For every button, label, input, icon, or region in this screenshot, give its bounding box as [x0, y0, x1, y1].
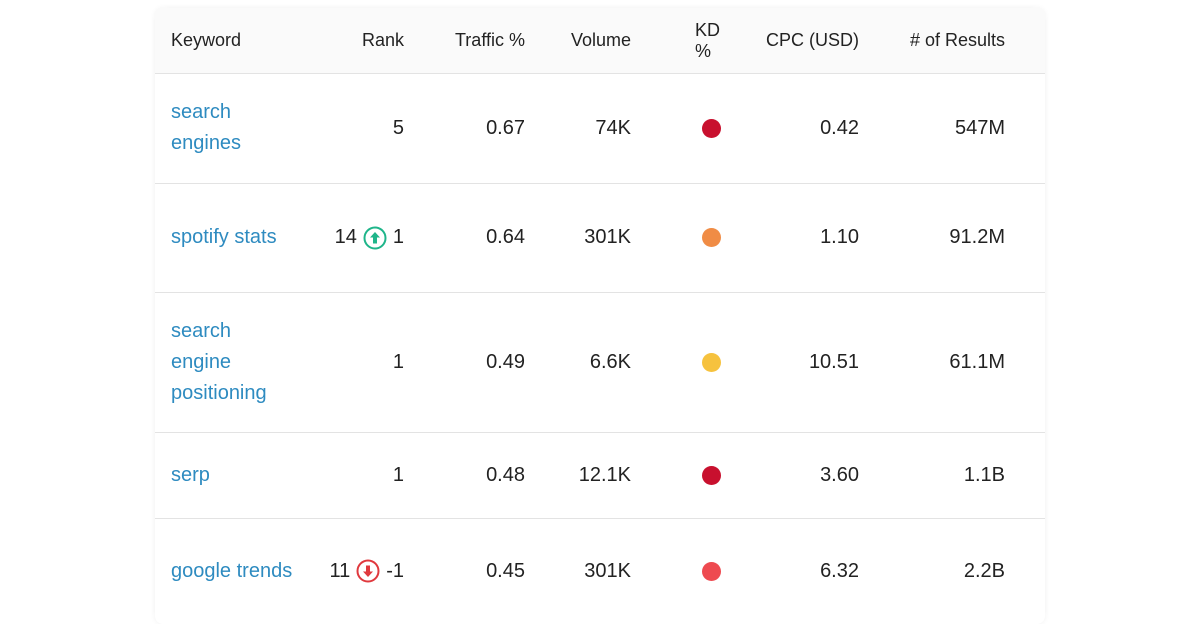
kd-cell [695, 518, 727, 624]
table-row: google trends 11 -1 0.45 301K 6.32 2.2B [155, 518, 1045, 624]
rank-down-icon [356, 559, 380, 583]
table-row: serp 1 0.48 12.1K 3.60 1.1B [155, 432, 1045, 519]
keyword-table: Keyword Rank Traffic % Volume KD % CPC (USD) #… [155, 8, 1045, 624]
rank: 11 [329, 559, 351, 582]
rank-change: 1 [392, 226, 404, 248]
column-header: # of Results [909, 30, 1005, 50]
traffic-cell: 0.49 [486, 350, 525, 373]
table-row: search engine positioning 1 0.49 6.6K 10.51 6… [155, 292, 1045, 433]
volume-cell: 74K [595, 116, 631, 139]
kd-cell [695, 432, 727, 518]
keyword-link[interactable]: search engine positioning [171, 319, 267, 404]
column-header: Volume [570, 30, 631, 50]
volume-cell: 12.1K [578, 463, 631, 486]
rank-wrap: 14 1 [335, 226, 404, 250]
traffic-cell: 0.45 [486, 559, 525, 582]
rank: 1 [392, 350, 404, 373]
results-cell: 91.2M [949, 226, 1005, 248]
keyword-link[interactable]: search engines [171, 101, 242, 154]
cpc-cell: 3.60 [820, 463, 859, 486]
keyword-cell: search engine positioning [171, 292, 311, 432]
kd-dot [701, 352, 721, 372]
rank-wrap: 1 [393, 464, 404, 487]
results-cell: 61.1M [949, 350, 1005, 373]
kd-dot [701, 118, 721, 138]
column-header: Rank [361, 30, 404, 50]
traffic-cell: 0.48 [486, 463, 525, 486]
keyword-cell: search engines [171, 73, 311, 183]
keyword-link[interactable]: serp [171, 463, 210, 486]
keyword-link[interactable]: google trends [171, 559, 293, 582]
results-cell: 2.2B [963, 559, 1005, 582]
rank-wrap: 11 -1 [329, 559, 404, 583]
results-cell: 547M [954, 116, 1005, 139]
results-cell: 1.1B [963, 463, 1005, 486]
column-header: Keyword [171, 30, 242, 50]
table-row: search engines 5 0.67 74K 0.42 547M [155, 73, 1045, 184]
kd-dot [701, 561, 721, 581]
rank-cell: 5 [315, 73, 404, 183]
cpc-cell: 1.10 [820, 226, 859, 248]
kd-cell [695, 73, 727, 183]
rank-cell: 1 [315, 292, 404, 432]
keyword-cell: google trends [171, 518, 311, 624]
volume-cell: 6.6K [589, 350, 631, 373]
volume-cell: 301K [584, 559, 631, 582]
rank: 5 [392, 116, 404, 139]
cpc-cell: 10.51 [808, 350, 859, 373]
column-header: KD % [695, 19, 721, 61]
rank-wrap: 1 [393, 351, 404, 374]
keyword-cell: spotify stats [171, 183, 311, 292]
column-header: CPC (USD) [766, 30, 859, 50]
kd-cell [695, 183, 727, 292]
cpc-cell: 6.32 [820, 559, 859, 582]
keyword-cell: serp [171, 432, 311, 518]
kd-cell [695, 292, 727, 432]
column-header: Traffic % [454, 30, 525, 50]
rank: 14 [334, 226, 357, 248]
rank-cell: 11 -1 [315, 518, 404, 624]
traffic-cell: 0.67 [486, 116, 525, 139]
header-row: Keyword Rank Traffic % Volume KD % CPC (USD) #… [155, 8, 1045, 74]
traffic-cell: 0.64 [486, 226, 525, 248]
keyword-link[interactable]: spotify stats [171, 226, 277, 248]
rank-change: -1 [386, 559, 404, 582]
rank-cell: 14 1 [315, 183, 404, 292]
rank: 1 [392, 463, 404, 486]
rank-cell: 1 [315, 432, 404, 518]
kd-dot [701, 465, 721, 485]
kd-dot [701, 228, 721, 247]
volume-cell: 301K [584, 226, 631, 248]
rank-up-icon [363, 226, 387, 249]
table-row: spotify stats 14 1 0.64 301K 1.10 91.2M [155, 183, 1045, 293]
cpc-cell: 0.42 [820, 116, 859, 139]
rank-wrap: 5 [393, 117, 404, 140]
